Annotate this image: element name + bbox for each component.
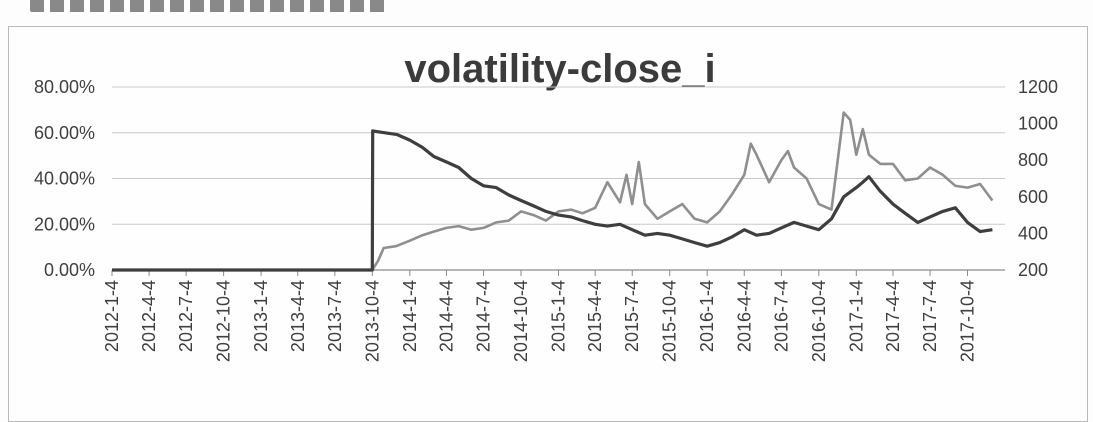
left-y-tick-label: 80.00% [34, 77, 95, 97]
x-tick-label: 2012-10-4 [214, 280, 234, 362]
series-line-1 [112, 111, 994, 272]
x-tick-label: 2013-10-4 [362, 280, 382, 362]
right-y-tick-label: 1200 [1018, 77, 1058, 97]
x-tick-label: 2017-1-4 [846, 280, 866, 352]
x-tick-label: 2015-4-4 [585, 280, 605, 352]
x-tick-label: 2016-7-4 [771, 280, 791, 352]
right-y-tick-label: 800 [1018, 150, 1048, 170]
chart-title: volatility-close_i [404, 47, 715, 91]
x-tick-label: 2012-1-4 [102, 280, 122, 352]
right-y-tick-label: 200 [1018, 260, 1048, 280]
cropped-caption-strip [30, 0, 390, 12]
x-tick-label: 2014-4-4 [436, 280, 456, 352]
x-tick-label: 2013-4-4 [288, 280, 308, 352]
x-tick-label: 2016-10-4 [809, 280, 829, 362]
right-y-tick-label: 600 [1018, 187, 1048, 207]
x-tick-label: 2013-1-4 [251, 280, 271, 352]
x-tick-label: 2017-4-4 [883, 280, 903, 352]
x-tick-label: 2017-7-4 [920, 280, 940, 352]
x-tick-label: 2012-7-4 [176, 280, 196, 352]
x-tick-label: 2015-1-4 [549, 280, 569, 352]
right-y-tick-label: 1000 [1018, 114, 1058, 134]
x-tick-label: 2016-4-4 [734, 280, 754, 352]
x-tick-label: 2014-1-4 [400, 280, 420, 352]
series-line-2 [112, 129, 993, 272]
left-y-tick-label: 40.00% [34, 169, 95, 189]
x-tick-label: 2014-10-4 [511, 280, 531, 362]
x-tick-label: 2015-10-4 [660, 280, 680, 362]
x-tick-label: 2016-1-4 [697, 280, 717, 352]
x-tick-label: 2013-7-4 [325, 280, 345, 352]
x-tick-label: 2015-7-4 [622, 280, 642, 352]
x-tick-label: 2014-7-4 [474, 280, 494, 352]
left-y-tick-label: 60.00% [34, 123, 95, 143]
left-y-tick-label: 0.00% [44, 260, 95, 280]
right-y-tick-label: 400 [1018, 223, 1048, 243]
x-tick-label: 2012-4-4 [139, 280, 159, 352]
left-y-tick-label: 20.00% [34, 214, 95, 234]
x-tick-label: 2017-10-4 [958, 280, 978, 362]
